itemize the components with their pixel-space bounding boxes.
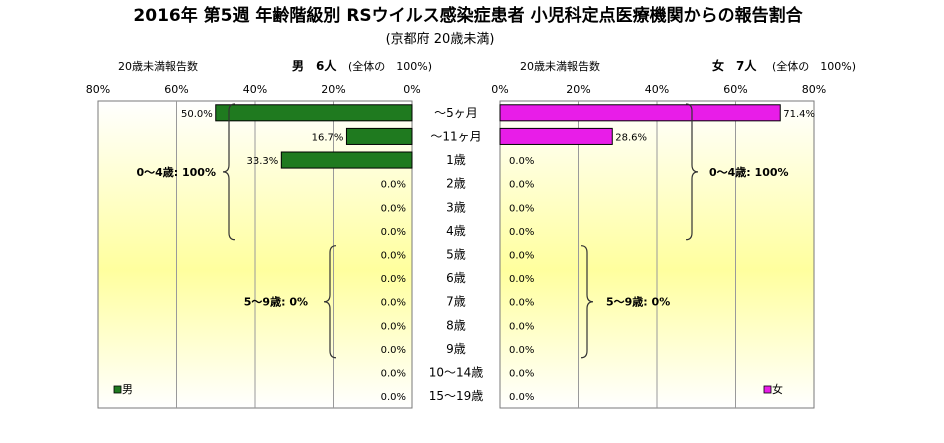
category-label: 10～14歳	[429, 366, 484, 380]
female-data-label: 0.0%	[509, 369, 534, 380]
female-data-label: 28.6%	[615, 132, 647, 143]
chart-subtitle: (京都府 20歳未満)	[386, 32, 495, 47]
male-bar	[280, 151, 413, 169]
male-group-5-9-label: 5～9歳: 0%	[244, 295, 308, 309]
female-data-label: 0.0%	[509, 156, 534, 167]
female-brace-0-4	[685, 103, 699, 241]
male-brace-5-9	[323, 245, 337, 359]
male-data-label: 0.0%	[381, 227, 406, 238]
male-data-label: 0.0%	[381, 298, 406, 309]
female-legend-swatch	[763, 385, 772, 394]
female-x-tick-label: 40%	[645, 83, 669, 96]
category-label: 1歳	[446, 153, 466, 167]
male-data-label: 0.0%	[381, 392, 406, 403]
category-label: 9歳	[446, 342, 466, 356]
male-data-label: 16.7%	[312, 132, 344, 143]
male-x-tick-label: 20%	[321, 83, 345, 96]
category-label: 5歳	[446, 248, 466, 262]
female-data-label: 0.0%	[509, 274, 534, 285]
category-label: 2歳	[446, 177, 466, 191]
female-brace-5-9	[580, 245, 594, 359]
category-label: 15～19歳	[429, 389, 484, 403]
male-data-label: 0.0%	[381, 369, 406, 380]
female-group-0-4-label: 0～4歳: 100%	[709, 165, 789, 179]
male-group-0-4-label: 0～4歳: 100%	[136, 165, 216, 179]
female-data-label: 0.0%	[509, 203, 534, 214]
category-label: 7歳	[446, 295, 466, 309]
male-x-tick-label: 60%	[164, 83, 188, 96]
category-label: 6歳	[446, 271, 466, 285]
female-data-label: 0.0%	[509, 298, 534, 309]
male-data-label: 0.0%	[381, 180, 406, 191]
category-label: 4歳	[446, 224, 466, 238]
male-x-tick-label: 80%	[86, 83, 110, 96]
male-x-tick-label: 0%	[403, 83, 420, 96]
female-data-label: 0.0%	[509, 321, 534, 332]
female-data-label: 71.4%	[783, 109, 815, 120]
female-data-label: 0.0%	[509, 180, 534, 191]
female-header-count-label: 20歳未満報告数	[520, 60, 600, 73]
male-data-label: 0.0%	[381, 345, 406, 356]
male-bar	[345, 127, 413, 145]
category-label: 3歳	[446, 200, 466, 214]
female-bar	[499, 127, 613, 145]
category-label: ～5ヶ月	[434, 106, 478, 120]
female-data-label: 0.0%	[509, 392, 534, 403]
female-x-tick-label: 80%	[802, 83, 826, 96]
male-header-share: (全体の 100%)	[348, 59, 432, 73]
male-legend-swatch	[113, 385, 122, 394]
male-bar	[215, 104, 413, 122]
female-header-share: (全体の 100%)	[772, 59, 856, 73]
female-x-tick-label: 20%	[566, 83, 590, 96]
female-data-label: 0.0%	[509, 251, 534, 262]
female-header-total: 女 7人	[712, 58, 757, 73]
female-group-5-9-label: 5～9歳: 0%	[606, 295, 670, 309]
female-x-tick-label: 60%	[723, 83, 747, 96]
female-legend-label: 女	[772, 382, 783, 396]
male-x-tick-label: 40%	[243, 83, 267, 96]
male-legend-label: 男	[122, 383, 133, 396]
female-x-tick-label: 0%	[491, 83, 508, 96]
male-data-label: 0.0%	[381, 274, 406, 285]
male-brace-0-4	[222, 103, 236, 241]
male-data-label: 0.0%	[381, 321, 406, 332]
male-data-label: 50.0%	[181, 109, 213, 120]
category-label: ～11ヶ月	[430, 129, 481, 143]
male-data-label: 0.0%	[381, 251, 406, 262]
female-data-label: 0.0%	[509, 227, 534, 238]
female-data-label: 0.0%	[509, 345, 534, 356]
male-header-total: 男 6人	[292, 58, 337, 73]
male-header-count-label: 20歳未満報告数	[118, 60, 198, 73]
male-data-label: 33.3%	[247, 156, 279, 167]
chart-title: 2016年 第5週 年齢階級別 RSウイルス感染症患者 小児科定点医療機関からの…	[133, 5, 803, 26]
category-label: 8歳	[446, 318, 466, 332]
female-bar	[499, 104, 781, 122]
male-data-label: 0.0%	[381, 203, 406, 214]
